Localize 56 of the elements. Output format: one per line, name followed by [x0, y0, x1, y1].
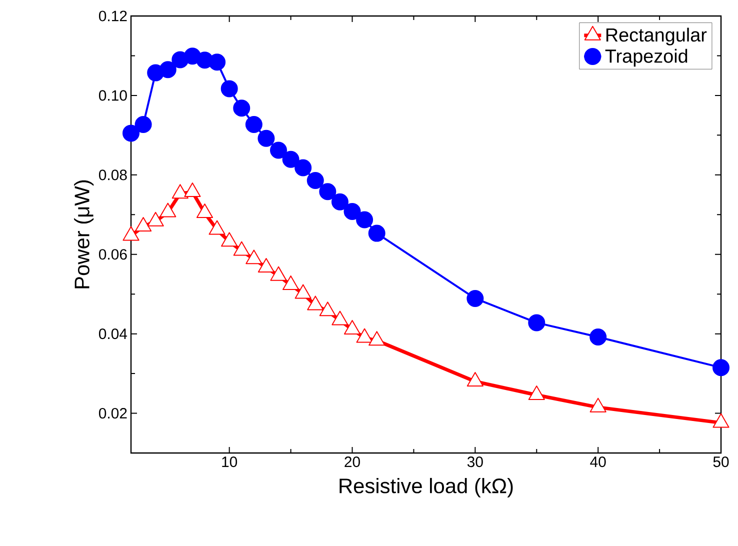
point [319, 302, 336, 316]
point [270, 266, 287, 281]
point [147, 212, 164, 226]
y-tick-label: 0.02 [98, 408, 127, 419]
x-tick-label: 50 [713, 456, 729, 468]
point [294, 159, 312, 176]
point [220, 80, 238, 98]
point [233, 100, 250, 117]
legend-label: Trapezoid [605, 48, 688, 67]
y-axis-title: Power (μW) [74, 180, 94, 288]
point [134, 116, 152, 133]
point [282, 150, 300, 168]
point [258, 258, 275, 272]
point [122, 226, 140, 241]
point [368, 224, 386, 242]
point [246, 250, 262, 264]
point [344, 320, 361, 334]
point [270, 142, 287, 159]
point [331, 193, 348, 210]
legend-label: Rectangular [606, 28, 707, 46]
point [356, 328, 373, 343]
point [221, 232, 238, 247]
x-tick-label: 10 [222, 456, 238, 468]
x-axis-title: Resistive load (kΩ) [340, 478, 513, 498]
point [712, 413, 730, 428]
y-tick-label: 0.12 [98, 10, 127, 22]
y-tick-label: 0.08 [98, 170, 127, 180]
point [159, 61, 176, 78]
point [258, 130, 275, 147]
point [294, 284, 312, 299]
point [368, 331, 386, 346]
x-tick-label: 30 [467, 456, 483, 468]
point [122, 124, 140, 142]
point [332, 310, 348, 326]
point [319, 183, 336, 200]
x-tick-label: 40 [590, 456, 606, 468]
point [172, 184, 188, 199]
point [307, 296, 324, 310]
point [344, 202, 361, 220]
point [590, 398, 606, 412]
y-tick-label: 0.06 [98, 249, 127, 260]
point [466, 372, 484, 386]
point [208, 220, 226, 235]
point [196, 204, 214, 218]
point [528, 385, 545, 400]
x-tick-label: 20 [344, 456, 360, 468]
point [160, 202, 176, 218]
point [356, 211, 374, 228]
point [233, 241, 250, 256]
point [306, 172, 324, 189]
point [245, 116, 262, 133]
point [135, 217, 152, 232]
point [208, 54, 226, 71]
point [282, 275, 300, 290]
y-tick-label: 0.04 [98, 328, 128, 340]
y-tick-label: 0.10 [98, 90, 127, 101]
